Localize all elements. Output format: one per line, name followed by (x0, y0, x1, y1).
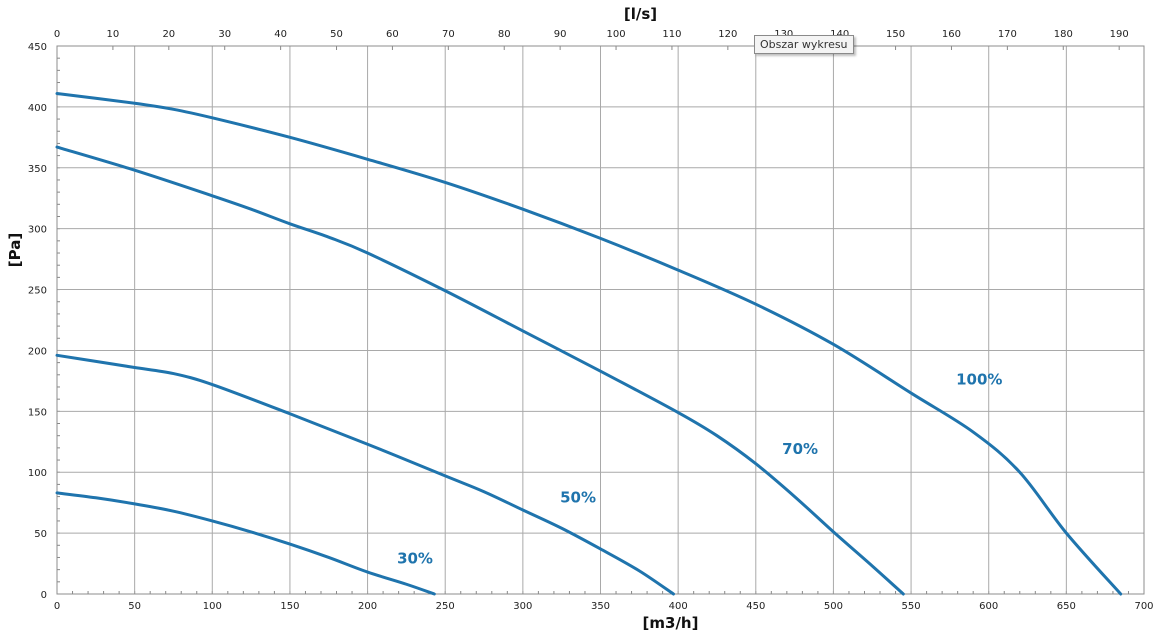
x2-tick-label: 20 (162, 29, 175, 40)
y-tick-label: 150 (28, 407, 47, 418)
x-tick-label: 500 (824, 601, 843, 612)
x-tick-label: 400 (669, 601, 688, 612)
series-line-50pct (55, 353, 675, 596)
x2-tick-label: 70 (442, 29, 455, 40)
series-line-100pct (55, 91, 1123, 596)
y-tick-label: 450 (28, 42, 47, 53)
x-tick-label: 50 (128, 601, 141, 612)
x-tick-label: 200 (358, 601, 377, 612)
y-tick-label: 400 (28, 103, 47, 114)
curve-label-100pct: 100% (956, 371, 1002, 389)
y-tick-label: 0 (41, 590, 47, 601)
y-axis-title: [Pa] (6, 233, 24, 267)
x2-tick-label: 0 (54, 29, 60, 40)
x-tick-label: 600 (979, 601, 998, 612)
x2-tick-label: 110 (662, 29, 681, 40)
curve-label-30pct: 30% (397, 550, 433, 568)
x2-tick-label: 50 (330, 29, 343, 40)
y-tick-label: 100 (28, 468, 47, 479)
x2-tick-label: 190 (1110, 29, 1129, 40)
y-tick-label: 300 (28, 225, 47, 236)
x-tick-label: 450 (746, 601, 765, 612)
x-tick-label: 300 (513, 601, 532, 612)
x2-tick-label: 170 (998, 29, 1017, 40)
x2-tick-label: 60 (386, 29, 399, 40)
x-tick-label: 650 (1057, 601, 1076, 612)
x2-tick-label: 10 (107, 29, 120, 40)
curve-label-70pct: 70% (782, 440, 818, 458)
y-tick-label: 200 (28, 346, 47, 357)
x2-tick-label: 100 (606, 29, 625, 40)
x-tick-label: 550 (902, 601, 921, 612)
x2-tick-label: 40 (274, 29, 287, 40)
y-tick-label: 350 (28, 164, 47, 175)
series-line-30pct (55, 491, 436, 596)
x2-tick-label: 90 (554, 29, 567, 40)
x2-tick-label: 80 (498, 29, 511, 40)
y-tick-label: 50 (34, 529, 47, 540)
x-tick-label: 700 (1134, 601, 1153, 612)
x2-tick-label: 140 (830, 29, 849, 40)
x-tick-label: 350 (591, 601, 610, 612)
y-tick-label: 250 (28, 286, 47, 297)
x2-tick-label: 180 (1054, 29, 1073, 40)
x2-tick-label: 120 (718, 29, 737, 40)
x2-tick-label: 160 (942, 29, 961, 40)
x2-axis-title: [l/s] (624, 5, 657, 23)
plot-border (56, 45, 1145, 595)
x-tick-label: 150 (280, 601, 299, 612)
x2-tick-label: 150 (886, 29, 905, 40)
x-tick-label: 0 (54, 601, 60, 612)
x2-tick-label: 130 (774, 29, 793, 40)
curve-label-50pct: 50% (560, 489, 596, 507)
series-line-70pct (55, 145, 905, 596)
chart-area-tooltip: Obszar wykresu (754, 35, 854, 54)
x2-tick-label: 30 (218, 29, 231, 40)
x-tick-label: 250 (436, 601, 455, 612)
x-tick-label: 100 (203, 601, 222, 612)
x-axis-title: [m3/h] (643, 614, 699, 632)
